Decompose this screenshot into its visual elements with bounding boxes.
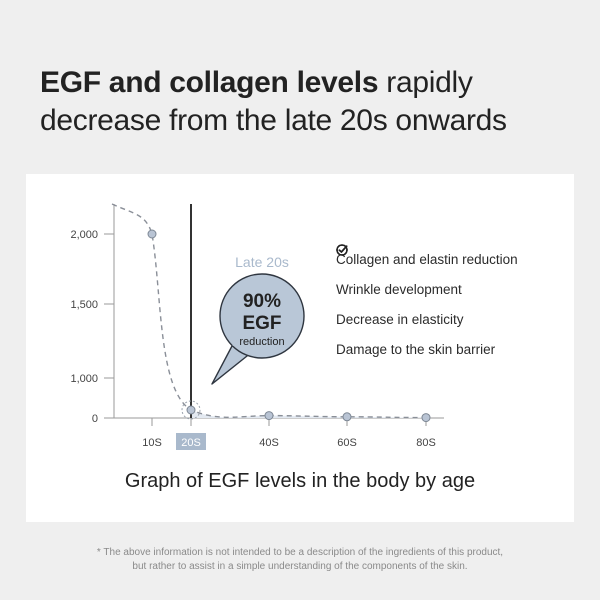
x-axis: 10S 20S 40S 60S 80S: [114, 417, 444, 450]
headline-bold: EGF and collagen levels: [40, 66, 379, 99]
footnote: * The above information is not intended …: [20, 546, 580, 574]
point-highlight-ring: [181, 400, 201, 420]
callout: Late 20s 90%EGF reduction: [211, 254, 305, 385]
headline: EGF and collagen levels rapidly decrease…: [40, 64, 580, 140]
data-point: [264, 411, 274, 421]
headline-line2: decrease from the late 20s onwards: [40, 104, 507, 137]
checklist-item-label: Wrinkle development: [336, 281, 462, 297]
headline-rest: rapidly: [378, 66, 473, 99]
y-tick-label: 0: [92, 413, 98, 425]
callout-text: reduction: [239, 336, 284, 348]
data-point: [342, 412, 352, 422]
callout-value: 90%: [243, 291, 281, 312]
data-points: [147, 229, 431, 423]
checklist-item: Wrinkle development: [336, 244, 572, 304]
chart-title: Graph of EGF levels in the body by age: [124, 470, 476, 492]
x-tick-label: 40S: [259, 437, 279, 449]
x-tick-label-highlighted: 20S: [181, 437, 201, 449]
callout-label: Late 20s: [235, 254, 289, 270]
x-tick-highlight: [176, 433, 206, 450]
x-tick-label: 10S: [142, 437, 162, 449]
x-tick-label: 60S: [337, 437, 357, 449]
checklist-item: Collagen and elastin reduction: [336, 244, 572, 274]
effects-checklist: Collagen and elastin reduction Wrinkle de…: [336, 244, 572, 364]
y-tick-label: 1,500: [70, 299, 98, 311]
data-point: [186, 405, 196, 415]
y-axis: 2,000 1,500 1,000 0: [70, 204, 115, 425]
callout-bubble: [219, 273, 305, 359]
data-point: [147, 229, 157, 239]
checklist-item: Decrease in elasticity: [336, 244, 572, 334]
footnote-line2: but rather to assist in a simple underst…: [132, 561, 468, 572]
x-tick-label: 80S: [416, 437, 436, 449]
checklist-item-label: Decrease in elasticity: [336, 311, 464, 327]
checklist-item: Damage to the skin barrier: [336, 244, 572, 364]
footnote-line1: * The above information is not intended …: [96, 547, 504, 558]
callout-joint: [232, 342, 254, 356]
checklist-item-label: Damage to the skin barrier: [336, 341, 496, 357]
egf-chart: 2,000 1,500 1,000 0 10S 20S 40S 60S 80S Late 20…: [70, 203, 444, 450]
check-circle-icon: [336, 244, 348, 256]
chart-card: 2,000 1,500 1,000 0 10S 20S 40S 60S 80S Late 20…: [26, 174, 574, 522]
series-line: [111, 203, 427, 419]
checklist-item-label: Collagen and elastin reduction: [336, 251, 518, 267]
callout-unit: EGF: [242, 313, 281, 334]
y-tick-label: 1,000: [70, 373, 98, 385]
y-tick-label: 2,000: [70, 229, 98, 241]
data-point: [421, 413, 431, 423]
